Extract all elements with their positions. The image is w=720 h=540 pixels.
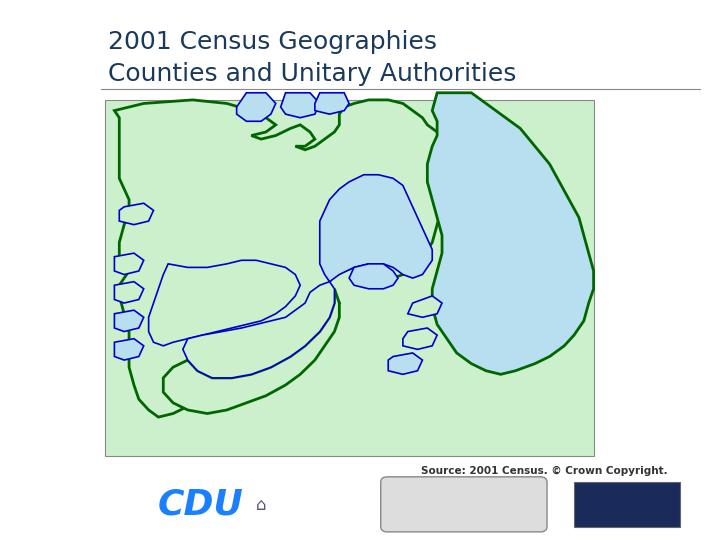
Text: CDU: CDU — [158, 488, 244, 522]
Polygon shape — [114, 100, 451, 417]
Text: E·S·R·C
ECONOMIC
& SOCIAL
RESEARCH
COUNCIL: E·S·R·C ECONOMIC & SOCIAL RESEARCH COUNC… — [613, 490, 640, 518]
Polygon shape — [403, 328, 437, 349]
Polygon shape — [320, 175, 432, 282]
Text: Source: 2001 Census. © Crown Copyright.: Source: 2001 Census. © Crown Copyright. — [420, 466, 667, 476]
Polygon shape — [148, 260, 300, 346]
Polygon shape — [428, 93, 593, 374]
Bar — [104, 100, 593, 456]
Polygon shape — [237, 93, 276, 122]
Polygon shape — [315, 93, 349, 114]
Polygon shape — [408, 296, 442, 318]
FancyBboxPatch shape — [381, 477, 547, 532]
Polygon shape — [120, 203, 153, 225]
Polygon shape — [114, 282, 144, 303]
Polygon shape — [163, 289, 339, 414]
Polygon shape — [183, 282, 334, 378]
Text: 2001 Census Geographies: 2001 Census Geographies — [108, 30, 437, 53]
Text: Census.ac.uk: Census.ac.uk — [423, 500, 505, 509]
Polygon shape — [349, 264, 398, 289]
Polygon shape — [354, 203, 388, 225]
Polygon shape — [388, 353, 423, 374]
Polygon shape — [114, 339, 144, 360]
Bar — [574, 482, 680, 526]
Text: Census.ac.uk: Census.ac.uk — [20, 315, 35, 419]
Text: ⌂: ⌂ — [256, 496, 266, 514]
Polygon shape — [281, 93, 320, 118]
Polygon shape — [114, 310, 144, 332]
Polygon shape — [114, 253, 144, 274]
Text: Counties and Unitary Authorities: Counties and Unitary Authorities — [108, 62, 516, 86]
